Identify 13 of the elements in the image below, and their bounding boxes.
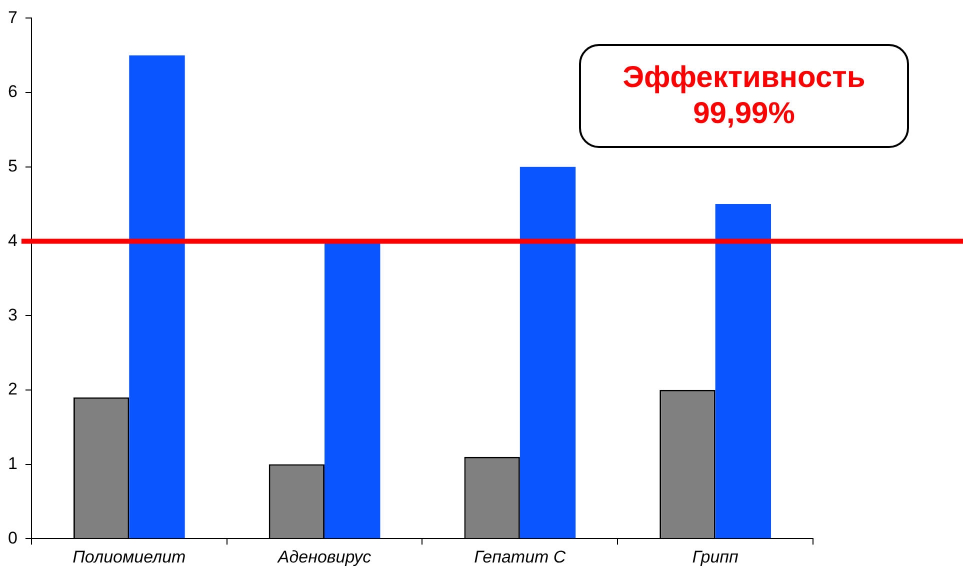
y-tick-label: 3 bbox=[8, 305, 18, 324]
y-tick-label: 1 bbox=[8, 454, 18, 473]
y-tick-label: 0 bbox=[8, 528, 18, 548]
x-tick-label: Полиомиелит bbox=[72, 548, 186, 567]
y-tick-label: 7 bbox=[8, 8, 18, 27]
x-tick-label: Гепатит С bbox=[474, 548, 566, 567]
y-tick-label: 5 bbox=[8, 156, 18, 176]
y-tick-label: 2 bbox=[8, 380, 18, 399]
annotation: Эффективность 99,99% bbox=[579, 44, 909, 148]
y-tick-label: 4 bbox=[8, 230, 18, 250]
y-tick-label: 6 bbox=[8, 82, 18, 102]
x-tick-label: Грипп bbox=[692, 548, 740, 567]
x-tick-label: Аденовирус bbox=[276, 548, 372, 567]
